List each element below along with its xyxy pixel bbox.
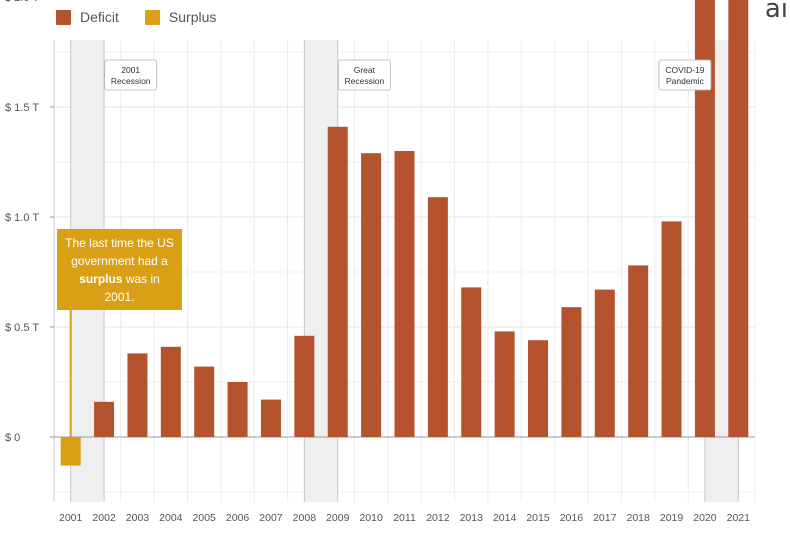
x-tick-label: 2003	[126, 512, 150, 524]
x-axis: 2001 2002 2003 2004 2005 2006 2007 2008 2009 2010…	[59, 512, 750, 524]
bar-2018	[628, 265, 649, 437]
recession-label-line: Great	[354, 65, 376, 75]
bar-2003	[127, 353, 148, 437]
x-tick-label: 2011	[393, 512, 416, 524]
x-tick-label: 2013	[460, 512, 484, 524]
bar-2010	[361, 153, 382, 437]
bar-2013	[461, 287, 482, 437]
y-tick-label: $ 1.5 T	[5, 102, 39, 114]
x-tick-label: 2004	[159, 512, 183, 524]
recession-label-line: COVID-19	[665, 65, 704, 75]
recession-labels: 2001RecessionGreatRecessionCOVID-19Pande…	[104, 59, 712, 91]
bar-2007	[260, 399, 281, 437]
callout-text-after: was in 2001.	[104, 272, 160, 304]
deficit-swatch	[56, 9, 71, 25]
bar-2019	[661, 221, 682, 437]
x-tick-label: 2018	[626, 512, 650, 524]
bar-2006	[227, 382, 248, 437]
legend-item-deficit[interactable]: Deficit	[56, 9, 119, 25]
legend-item-surplus[interactable]: Surplus	[144, 9, 217, 25]
x-tick-label: 2002	[92, 512, 116, 524]
callout-text-before: The last time the US government had a	[65, 236, 174, 268]
recession-label-box	[104, 59, 158, 91]
surplus-swatch	[144, 9, 160, 25]
x-tick-label: 2006	[226, 512, 250, 524]
x-tick-label: 2014	[493, 512, 517, 524]
x-tick-label: 2007	[259, 512, 283, 524]
callout-bold-word: surplus	[79, 272, 123, 286]
brand-logo: aı	[764, 0, 788, 24]
y-tick-label: $ 2.0 T	[5, 0, 39, 4]
bar-2012	[427, 197, 448, 437]
bar-2021	[728, 0, 749, 437]
bar-2009	[327, 126, 348, 438]
y-tick-label: $ 1.0 T	[5, 212, 39, 224]
recession-label-line: Pandemic	[666, 76, 705, 86]
legend: Deficit Surplus	[56, 6, 216, 28]
x-tick-label: 2019	[660, 512, 684, 524]
recession-label-line: 2001	[121, 65, 140, 75]
recession-label-line: Recession	[345, 76, 385, 86]
recession-label-box	[658, 59, 712, 91]
legend-surplus-label: Surplus	[168, 9, 217, 25]
x-tick-label: 2005	[193, 512, 217, 524]
bars	[60, 0, 749, 466]
y-tick-label: $ 0.5 T	[5, 322, 39, 334]
legend-deficit-label: Deficit	[80, 9, 119, 25]
x-tick-label: 2015	[526, 512, 550, 524]
bar-2016	[561, 307, 582, 437]
x-tick-label: 2016	[560, 512, 584, 524]
x-tick-label: 2017	[593, 512, 617, 524]
bar-surplus-2001	[60, 437, 81, 466]
x-tick-label: 2010	[359, 512, 383, 524]
bar-2020	[694, 0, 715, 437]
x-tick-label: 2008	[293, 512, 317, 524]
y-tick-label: $ 0	[5, 432, 20, 444]
bar-2014	[494, 331, 515, 437]
x-tick-label: 2020	[693, 512, 717, 524]
bar-2004	[160, 346, 181, 437]
x-tick-label: 2001	[59, 512, 83, 524]
bar-2008	[294, 335, 315, 437]
bar-2005	[194, 366, 215, 437]
recession-label-line: Recession	[111, 76, 151, 86]
x-tick-label: 2012	[426, 512, 450, 524]
recession-label-box	[337, 59, 391, 91]
surplus-callout: The last time the US government had a su…	[57, 229, 182, 310]
bar-2017	[594, 289, 615, 437]
x-tick-label: 2021	[727, 512, 751, 524]
x-tick-label: 2009	[326, 512, 350, 524]
bar-2011	[394, 151, 415, 437]
bar-2002	[94, 401, 115, 437]
bar-2015	[528, 340, 549, 437]
